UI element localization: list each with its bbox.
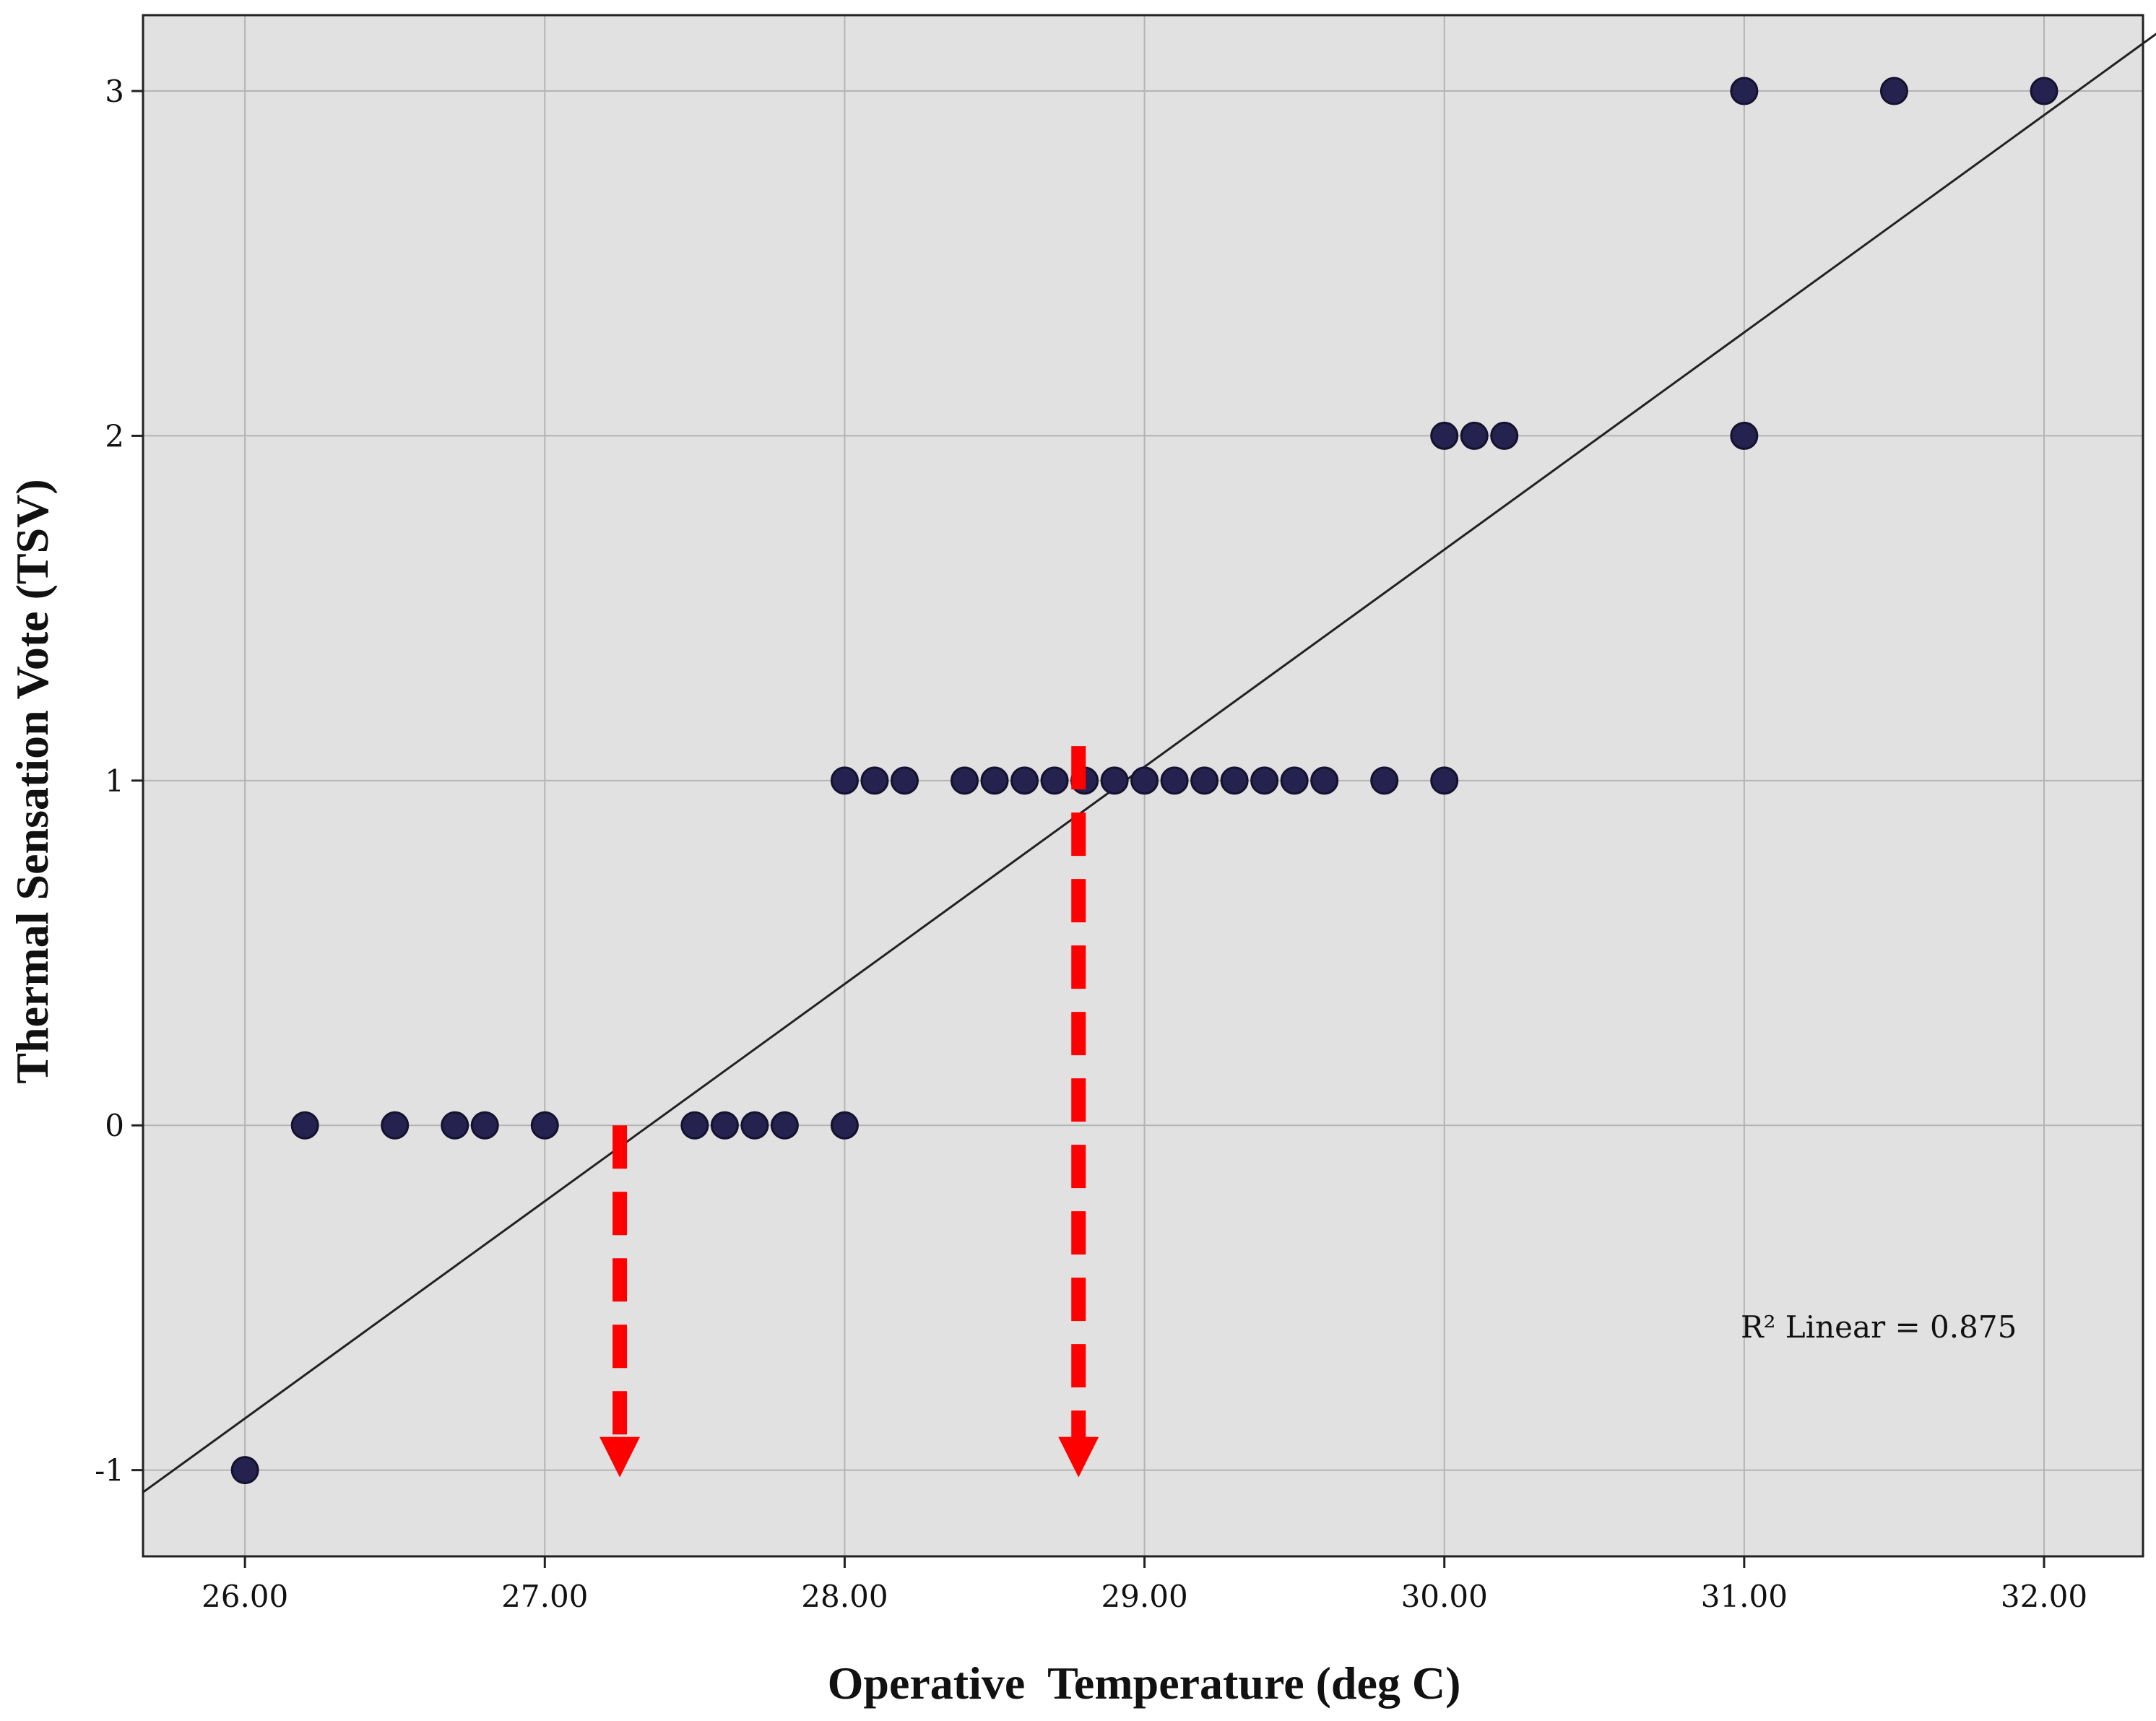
- x-tick-label: 30.00: [1401, 1579, 1488, 1614]
- data-point: [830, 766, 859, 795]
- data-point: [230, 1456, 259, 1485]
- data-points: [230, 77, 2058, 1485]
- y-tick-label: 0: [105, 1108, 124, 1143]
- x-tick-label: 28.00: [801, 1579, 888, 1614]
- y-axis-title: Thermal Sensation Vote (TSV): [7, 479, 58, 1083]
- data-point: [1370, 766, 1399, 795]
- data-point: [1310, 766, 1339, 795]
- x-tick-label: 31.00: [1701, 1579, 1788, 1614]
- data-point: [2030, 77, 2058, 105]
- data-point: [441, 1111, 469, 1140]
- axes: 26.00 27.00 28.00 29.00 30.00 31.00 32.00 -1 0 1 2…: [95, 14, 2144, 1614]
- data-point: [710, 1111, 739, 1140]
- data-point: [1100, 766, 1129, 795]
- data-point: [860, 766, 889, 795]
- data-point: [381, 1111, 410, 1140]
- data-point: [1010, 766, 1039, 795]
- data-point: [470, 1111, 499, 1140]
- data-point: [1730, 77, 1759, 105]
- data-point: [530, 1111, 559, 1140]
- data-point: [1430, 421, 1459, 450]
- arrow-head: [1058, 1436, 1099, 1478]
- data-point: [1130, 766, 1159, 795]
- data-point: [1160, 766, 1189, 795]
- y-tick-label: -1: [95, 1453, 124, 1488]
- data-point: [830, 1111, 859, 1140]
- data-point: [1879, 77, 1908, 105]
- data-point: [740, 1111, 769, 1140]
- data-point: [1460, 421, 1489, 450]
- data-point: [950, 766, 979, 795]
- r2-annotation: R² Linear = 0.875: [1741, 1309, 2017, 1345]
- data-point: [770, 1111, 799, 1140]
- x-tick-label: 32.00: [2001, 1579, 2087, 1614]
- fit-line: [142, 32, 2156, 1494]
- data-point: [1490, 421, 1519, 450]
- x-tick-label: 26.00: [202, 1579, 288, 1614]
- y-tick-label: 2: [105, 418, 124, 454]
- x-tick-label: 29.00: [1101, 1579, 1187, 1614]
- data-point: [890, 766, 919, 795]
- y-tick-label: 1: [105, 763, 124, 799]
- data-point: [1040, 766, 1069, 795]
- x-axis-title: Operative Temperature (deg C): [828, 1657, 1461, 1709]
- data-point: [1220, 766, 1249, 795]
- y-tick-label: 3: [105, 74, 124, 109]
- plot-frame: [142, 14, 2144, 1558]
- data-point: [980, 766, 1009, 795]
- data-point: [680, 1111, 709, 1140]
- arrow-head: [599, 1436, 641, 1478]
- data-point: [290, 1111, 319, 1140]
- arrows: [599, 746, 1099, 1478]
- x-tick-label: 27.00: [501, 1579, 588, 1614]
- data-point: [1430, 766, 1459, 795]
- data-point: [1190, 766, 1219, 795]
- data-point: [1280, 766, 1309, 795]
- data-point: [1250, 766, 1279, 795]
- fit-line-group: [142, 32, 2156, 1494]
- data-point: [1730, 421, 1759, 450]
